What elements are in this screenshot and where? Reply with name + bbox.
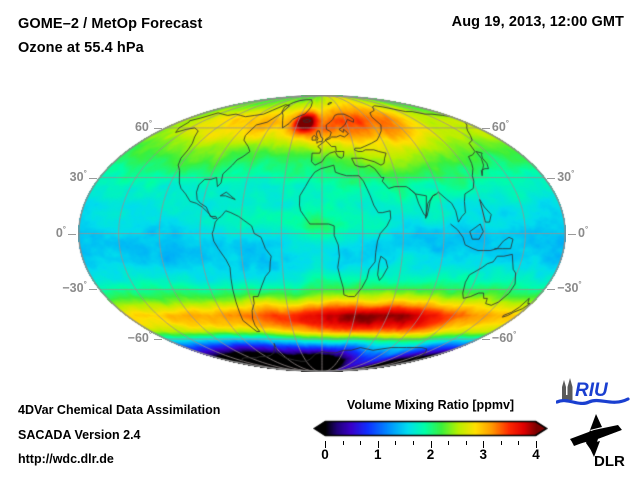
lat-tick [88,177,97,179]
dlr-logo: DLR [566,413,630,470]
lat-label-left-m60: −60° [127,329,153,346]
riu-logo: RIU [555,378,630,410]
lat-label-left-0: 0° [55,224,66,240]
footer-line-2: SACADA Version 2.4 [18,428,141,442]
lat-tick [481,339,490,341]
dlr-wordmark: DLR [594,453,625,469]
lat-tick [547,289,556,291]
colorbar-tick-labels: 0 1 2 3 4 [313,447,548,467]
lat-label-right-m30: −30° [557,280,582,296]
lat-tick [481,127,490,129]
title-line-1: GOME–2 / MetOp Forecast [18,16,203,32]
riu-logo-graphic: RIU [555,378,630,406]
footer-line-1: 4DVar Chemical Data Assimilation [18,403,221,417]
lat-label-left-60: 60° [134,118,153,134]
colorbar-major-tick [536,441,537,448]
title-line-2: Ozone at 55.4 hPa [18,40,144,56]
colorbar-tick-label: 4 [532,447,540,462]
lat-label-left-m30: −30° [62,280,87,296]
lat-label-right-60: 60° [491,118,509,134]
forecast-datetime: Aug 19, 2013, 12:00 GMT [451,14,624,30]
colorbar-major-tick [483,441,485,448]
lat-tick [88,289,97,291]
footer-line-3[interactable]: http://wdc.dlr.de [18,452,114,466]
colorbar-tick-label: 3 [479,447,488,462]
ozone-map-canvas [78,95,566,372]
colorbar-minor-tick [395,441,397,445]
colorbar-major-tick [430,441,432,448]
colorbar-minor-tick [342,441,344,445]
lat-tick [568,233,576,235]
colorbar-minor-tick [412,441,414,445]
colorbar-minor-tick [518,441,520,445]
lat-tick [547,177,556,179]
colorbar-title: Volume Mixing Ratio [ppmv] [346,398,515,412]
colorbar-minor-tick [465,441,467,445]
lat-label-right-m60: −60° [491,329,517,346]
colorbar-canvas [313,418,548,442]
lat-label-right-0: 0° [578,224,589,240]
lat-tick [154,127,163,129]
riu-wordmark: RIU [575,380,609,401]
colorbar-minor-tick [448,441,450,445]
colorbar-tick-label: 1 [373,447,382,462]
page-title: GOME–2 / MetOp Forecast Ozone at 55.4 hP… [18,14,202,59]
colorbar-major-tick [325,441,326,448]
dlr-logo-graphic: DLR [570,414,625,470]
lat-tick [68,233,76,235]
colorbar-gradient [313,418,548,442]
colorbar-tick-label: 2 [426,447,435,462]
lat-label-left-30: 30° [69,168,87,184]
colorbar-minor-tick [500,441,502,445]
lat-tick [154,339,163,341]
ozone-map [78,95,566,372]
colorbar-major-tick [377,441,379,448]
colorbar: Volume Mixing Ratio [ppmv] 0 1 2 3 4 [313,398,548,468]
colorbar-ticks [313,441,548,449]
colorbar-tick-label: 0 [321,447,329,462]
colorbar-minor-tick [360,441,362,445]
lat-label-right-30: 30° [557,168,575,184]
